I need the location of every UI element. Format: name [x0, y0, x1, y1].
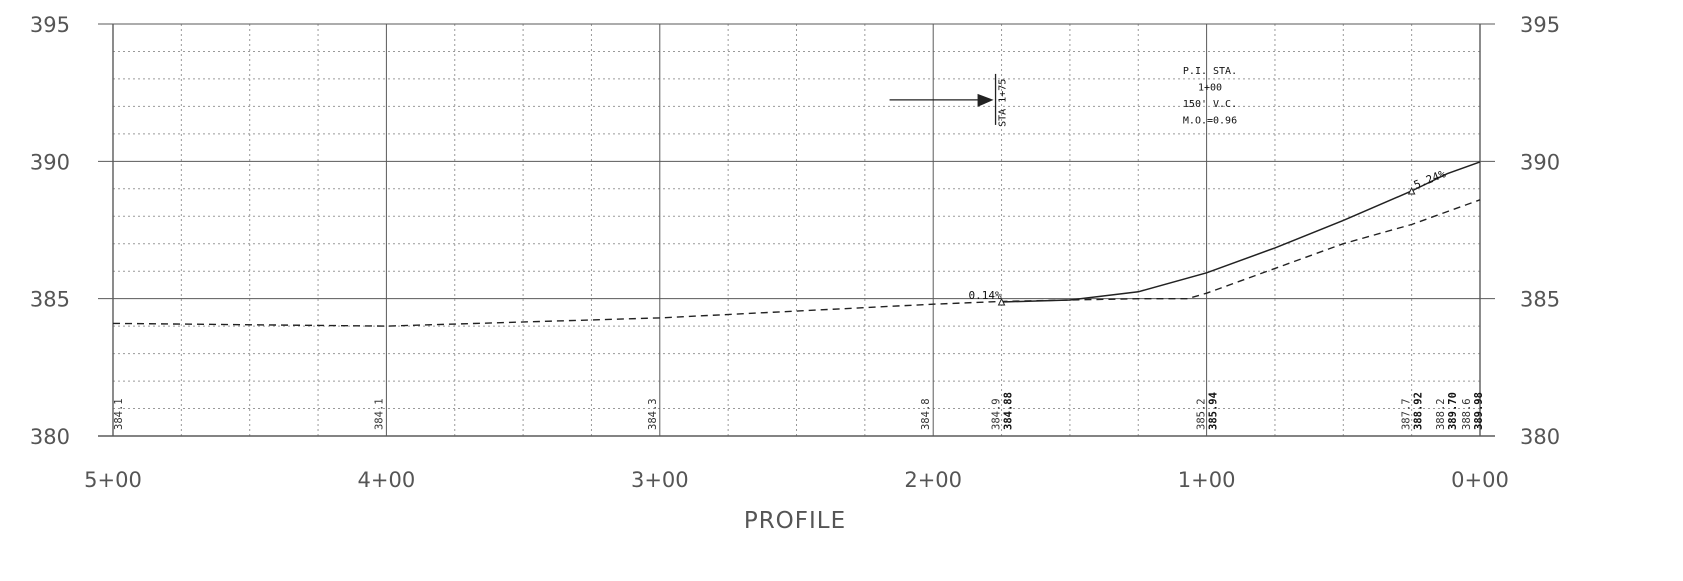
station-arrowhead	[977, 93, 994, 107]
existing-elevation-label: 388.6	[1461, 398, 1473, 430]
y-tick-label-right: 395	[1520, 13, 1560, 37]
existing-elevation-label: 384.3	[647, 398, 659, 430]
x-tick-label: 0+00	[1451, 468, 1509, 492]
elevation-labels: 384.1 384.1 384.3 384.8 384.9 385.2 387.7 388.2…	[113, 392, 1485, 430]
y-tick-label-left: 395	[30, 13, 70, 37]
proposed-elevation-label: 384.88	[1003, 392, 1015, 430]
existing-elevation-label: 384.1	[113, 398, 125, 430]
existing-elevation-label: 388.2	[1435, 398, 1447, 430]
existing-elevation-label: 384.8	[920, 398, 932, 430]
existing-elevation-label: 387.7	[1401, 398, 1413, 430]
x-tick-label: 5+00	[84, 468, 142, 492]
profile-lines	[112, 161, 1481, 327]
y-tick-label-right: 385	[1520, 288, 1560, 312]
proposed-elevation-label: 389.70	[1447, 392, 1459, 430]
profile-title: PROFILE	[744, 508, 846, 534]
vertical-curve-note-line: 1+00	[1198, 83, 1222, 94]
x-tick-label: 1+00	[1178, 468, 1236, 492]
x-tick-label: 4+00	[358, 468, 416, 492]
minor-grid	[113, 24, 1480, 436]
station-marker-label: STA 1+75	[998, 79, 1009, 127]
major-grid	[98, 23, 1495, 437]
vertical-curve-note-line: P.I. STA.	[1183, 66, 1237, 77]
vertical-curve-note-line: M.O.=0.96	[1183, 116, 1237, 127]
y-tick-label-left: 390	[30, 150, 70, 174]
y-tick-label-left: 385	[30, 288, 70, 312]
proposed-grade-line	[1001, 161, 1481, 303]
grade-break-marker	[1407, 186, 1416, 195]
proposed-elevation-label: 388.92	[1413, 392, 1425, 430]
proposed-elevation-label: 389.98	[1473, 392, 1485, 430]
vertical-curve-note-line: 150' V.C.	[1183, 99, 1237, 110]
x-tick-label: 2+00	[904, 468, 962, 492]
y-tick-label-right: 380	[1520, 425, 1560, 449]
existing-elevation-label: 384.9	[991, 398, 1003, 430]
grade-break-marker	[997, 297, 1006, 306]
x-tick-label: 3+00	[631, 468, 689, 492]
proposed-elevation-label: 385.94	[1208, 392, 1220, 430]
existing-ground-line	[112, 199, 1481, 327]
axis-tick-labels: 395 395 390 390 385 385 380 380 5+00 4+00 3+00 2+00…	[30, 13, 1560, 492]
y-tick-label-right: 390	[1520, 150, 1560, 174]
existing-elevation-label: 384.1	[373, 398, 385, 430]
grade-percent-label: 0.14%	[969, 289, 1002, 302]
existing-elevation-label: 385.2	[1196, 398, 1208, 430]
y-tick-label-left: 380	[30, 425, 70, 449]
